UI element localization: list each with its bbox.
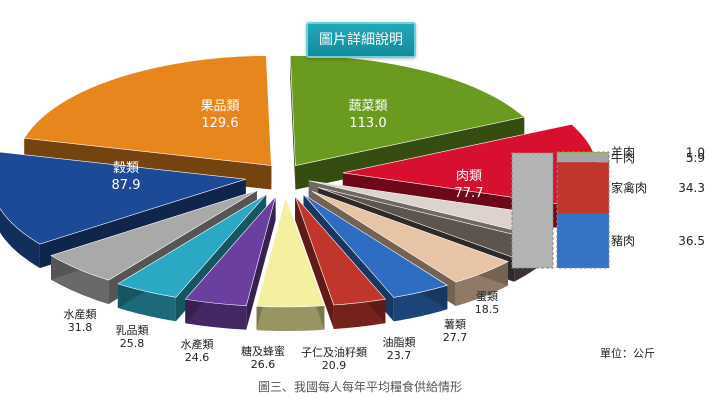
pie-slice-sugar-honey bbox=[256, 195, 325, 331]
slice-side bbox=[185, 299, 247, 330]
slice-value-dairy: 25.8 bbox=[120, 337, 145, 350]
slice-top bbox=[303, 194, 449, 298]
slice-value-aquatic-2: 31.8 bbox=[68, 321, 93, 334]
slice-top bbox=[50, 190, 258, 281]
slice-top bbox=[184, 196, 276, 306]
slice-label-grains: 穀類 bbox=[113, 161, 139, 176]
slice-value-nuts-oilseeds: 20.9 bbox=[322, 359, 347, 372]
pie-slice-aquatic-1 bbox=[184, 196, 276, 330]
breakdown-segment-mutton bbox=[557, 152, 609, 154]
slice-side bbox=[256, 305, 325, 331]
slice-side bbox=[0, 208, 40, 269]
breakdown-segment-pork bbox=[557, 213, 609, 268]
slice-top bbox=[117, 194, 267, 298]
breakdown-connector bbox=[511, 152, 554, 269]
slice-label-dairy: 乳品類 bbox=[116, 324, 149, 337]
slice-label-sugar-honey: 糖及蜂蜜 bbox=[241, 344, 285, 358]
figure-caption: 圖三、我國每人每年平均糧食供給情形 bbox=[257, 380, 462, 394]
slice-value-meat: 77.7 bbox=[455, 186, 484, 201]
breakdown-segment-poultry bbox=[557, 162, 609, 214]
breakdown-bar-pork bbox=[557, 213, 609, 268]
breakdown-label-mutton: 羊肉 bbox=[611, 145, 635, 160]
slice-label-aquatic-1: 水產類 bbox=[181, 337, 214, 351]
breakdown-bar-beef bbox=[557, 153, 609, 163]
slice-value-vegetables: 113.0 bbox=[349, 116, 386, 131]
breakdown-value-pork: 36.5 bbox=[678, 234, 705, 248]
slice-wall bbox=[295, 196, 334, 330]
breakdown-bar-poultry bbox=[557, 162, 609, 214]
slice-label-eggs: 蛋類 bbox=[476, 290, 498, 303]
slice-value-aquatic-1: 24.6 bbox=[185, 351, 210, 364]
breakdown-value-beef: 5.9 bbox=[686, 151, 705, 165]
slice-value-sugar-honey: 26.6 bbox=[251, 358, 276, 371]
slice-value-tubers: 27.7 bbox=[443, 331, 468, 344]
breakdown-label-poultry: 家禽肉 bbox=[611, 180, 647, 195]
slice-top bbox=[256, 195, 325, 308]
slice-label-fruits: 果品類 bbox=[200, 99, 239, 114]
slice-value-fruits: 129.6 bbox=[201, 116, 238, 131]
slice-value-oils-fats: 23.7 bbox=[387, 349, 412, 362]
slice-top bbox=[294, 196, 386, 306]
slice-wall bbox=[246, 196, 276, 330]
slice-label-vegetables: 蔬菜類 bbox=[348, 99, 387, 114]
slice-label-meat: 肉類 bbox=[456, 169, 482, 184]
breakdown-label-pork: 豬肉 bbox=[611, 234, 635, 248]
slice-label-tubers: 薯類 bbox=[444, 318, 466, 331]
slice-value-eggs: 18.5 bbox=[475, 303, 500, 316]
breakdown-bar-mutton bbox=[557, 152, 609, 154]
breakdown-label-beef: 牛肉 bbox=[611, 150, 635, 165]
unit-label: 單位：公斤 bbox=[600, 347, 655, 360]
breakdown-value-poultry: 34.3 bbox=[678, 181, 705, 195]
breakdown-value-mutton: 1.0 bbox=[686, 146, 705, 160]
breakdown-frame bbox=[556, 151, 610, 269]
slice-label-oils-fats: 油脂類 bbox=[383, 335, 416, 349]
slice-label-aquatic-2: 水産類 bbox=[64, 308, 97, 321]
slice-label-nuts-oilseeds: 子仁及油籽類 bbox=[301, 345, 367, 359]
slice-top bbox=[23, 55, 272, 166]
slice-value-grains: 87.9 bbox=[112, 178, 141, 193]
slice-top bbox=[311, 190, 509, 283]
pie-slice-nuts-oilseeds bbox=[294, 196, 386, 330]
breakdown-segment-beef bbox=[557, 153, 609, 163]
slice-top bbox=[0, 151, 246, 245]
image-details-button[interactable]: 圖片詳細說明 bbox=[306, 22, 416, 58]
